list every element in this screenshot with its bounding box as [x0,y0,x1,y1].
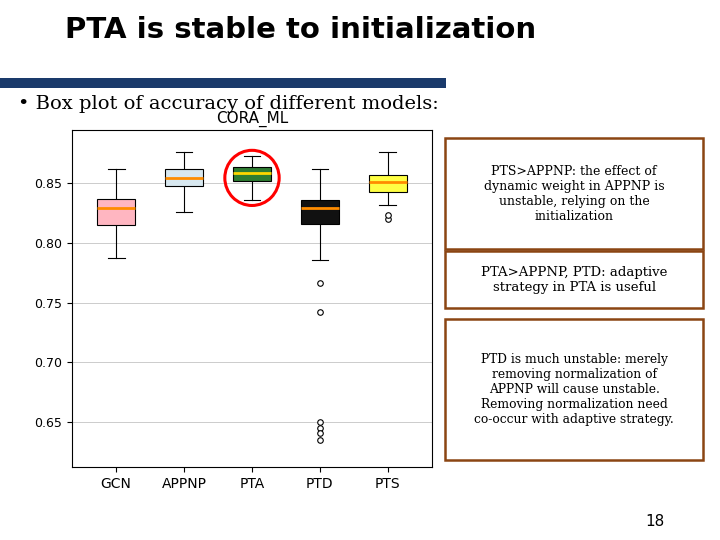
Bar [233,166,271,181]
Text: PTD is much unstable: merely
removing normalization of
APPNP will cause unstable: PTD is much unstable: merely removing no… [474,353,674,426]
FancyBboxPatch shape [446,138,703,249]
Bar [369,175,407,192]
Title: CORA_ML: CORA_ML [216,111,288,127]
Text: 18: 18 [646,514,665,529]
FancyBboxPatch shape [446,319,703,460]
FancyBboxPatch shape [0,78,446,88]
Bar [97,199,135,225]
Text: • Box plot of accuracy of different models:: • Box plot of accuracy of different mode… [19,95,439,113]
Text: PTS>APPNP: the effect of
dynamic weight in APPNP is
unstable, relying on the
ini: PTS>APPNP: the effect of dynamic weight … [484,165,665,222]
FancyBboxPatch shape [446,251,703,308]
Bar [166,169,203,186]
Bar [301,200,338,224]
Text: PTA>APPNP, PTD: adaptive
strategy in PTA is useful: PTA>APPNP, PTD: adaptive strategy in PTA… [481,266,667,294]
Text: PTA is stable to initialization: PTA is stable to initialization [65,16,536,44]
